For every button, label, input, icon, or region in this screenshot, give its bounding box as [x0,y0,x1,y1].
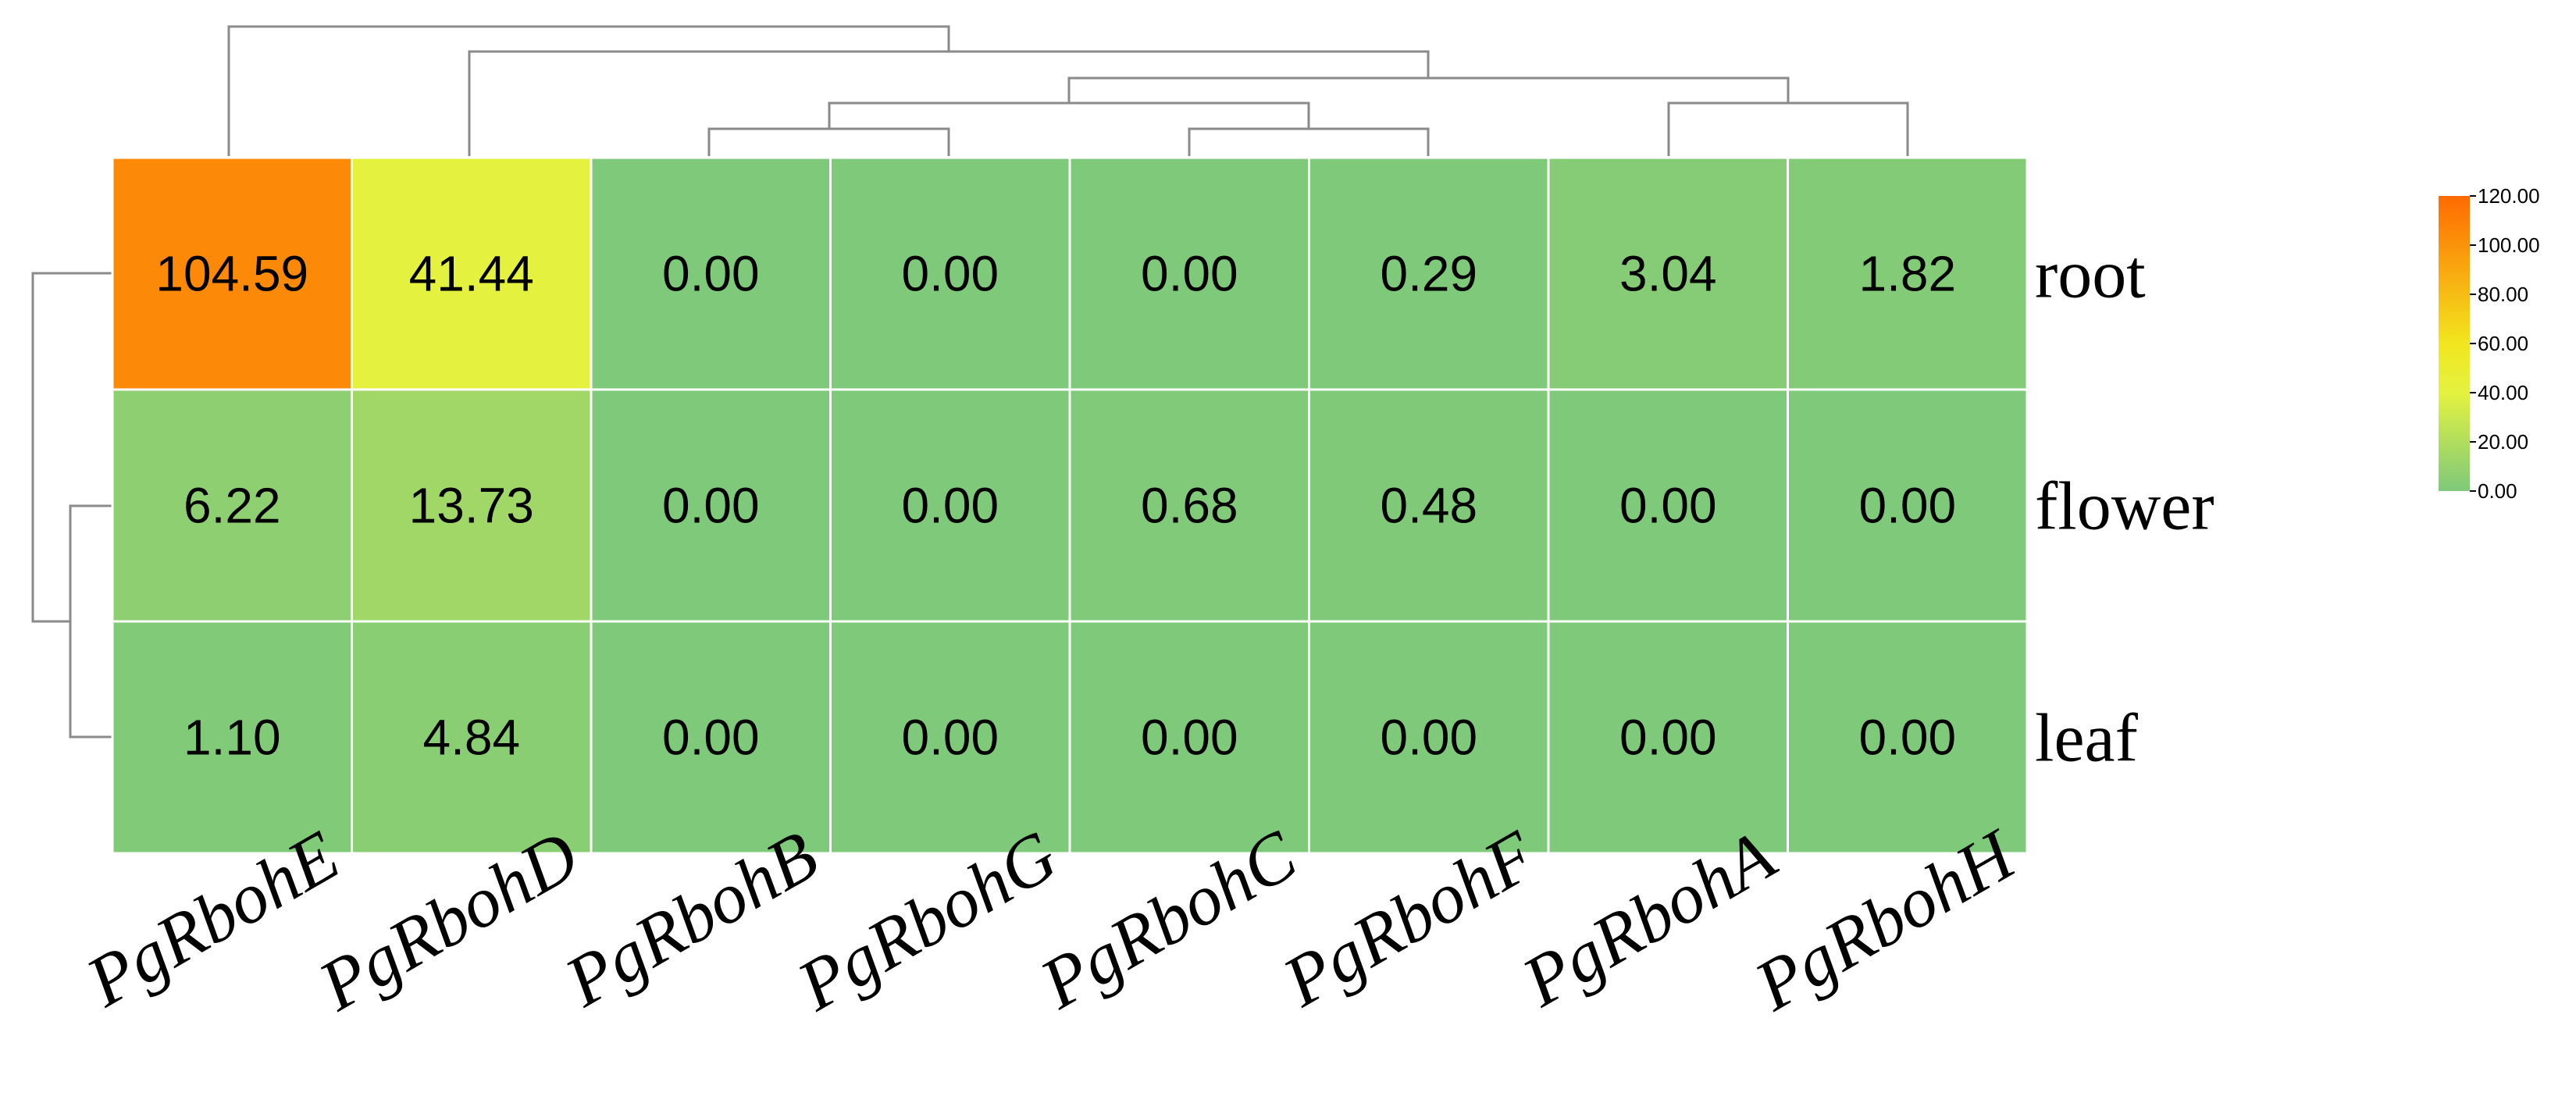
heatmap-cell [590,620,832,855]
heatmap-cell [1308,156,1550,391]
legend-tick-label: 0.00 [2478,479,2517,503]
heatmap-cells: 104.59 41.44 0.00 0.00 0.00 0.29 3.04 1.82 6.22 1… [111,156,2029,855]
cell-value-label: 0.00 [662,478,760,534]
cell-value-label: 0.29 [1380,246,1477,302]
row-dendrogram [31,272,112,739]
legend-tick-label: 40.00 [2478,381,2528,404]
heatmap-cell [829,388,1071,623]
heatmap-cell [829,620,1071,855]
cell-value-label: 41.44 [409,246,534,302]
cell-value-label: 0.00 [1858,478,1956,534]
legend-gradient-bar [2439,196,2470,491]
legend-tick-label: 100.00 [2478,233,2540,257]
cell-value-label: 0.00 [901,246,999,302]
legend-tick-label: 60.00 [2478,332,2528,355]
cell-value-label: 0.00 [901,710,999,766]
heatmap-cell [1068,388,1310,623]
legend-tick-label: 120.00 [2478,184,2540,208]
row-label: flower [2035,469,2214,545]
heatmap-cell [1308,620,1550,855]
heatmap-cell [351,388,593,623]
row-label: root [2035,237,2146,313]
cell-value-label: 0.48 [1380,478,1477,534]
cell-value-label: 0.00 [1141,710,1238,766]
cell-value-label: 0.00 [1380,710,1477,766]
heatmap-cell [1547,388,1789,623]
cell-value-label: 4.84 [422,710,520,766]
heatmap-cell [1547,620,1789,855]
heatmap-cell [590,156,832,391]
heatmap-cell [111,156,353,391]
cell-value-label: 0.00 [901,478,999,534]
cell-value-label: 3.04 [1619,246,1717,302]
heatmap-cell [111,620,353,855]
cell-value-label: 6.22 [183,478,281,534]
row-labels: root flower leaf [2035,237,2214,777]
cell-value-label: 0.68 [1141,478,1238,534]
cell-value-label: 0.00 [1141,246,1238,302]
column-dendrogram [227,25,1909,156]
heatmap-cell [1787,388,2029,623]
legend-ticks: 120.00 100.00 80.00 60.00 40.00 20.00 0.00 [2470,184,2540,503]
heatmap-cell [1787,620,2029,855]
heatmap-cell [351,156,593,391]
row-label: leaf [2035,701,2139,777]
legend-tick-label: 20.00 [2478,430,2528,454]
cell-value-label: 1.10 [183,710,281,766]
heatmap-cell [1068,156,1310,391]
cell-value-label: 0.00 [662,710,760,766]
heatmap-cell [1787,156,2029,391]
heatmap-cell [1308,388,1550,623]
cell-value-label: 13.73 [409,478,534,534]
color-legend: 120.00 100.00 80.00 60.00 40.00 20.00 0.00 [2439,184,2540,503]
cell-value-label: 0.00 [1858,710,1956,766]
cell-value-label: 1.82 [1858,246,1956,302]
cell-value-label: 0.00 [1619,710,1717,766]
cell-value-label: 0.00 [1619,478,1717,534]
heatmap-cell [829,156,1071,391]
heatmap-cell [1068,620,1310,855]
legend-tick-label: 80.00 [2478,283,2528,306]
cell-value-label: 104.59 [155,246,308,302]
cell-value-label: 0.00 [662,246,760,302]
heatmap-cell [351,620,593,855]
